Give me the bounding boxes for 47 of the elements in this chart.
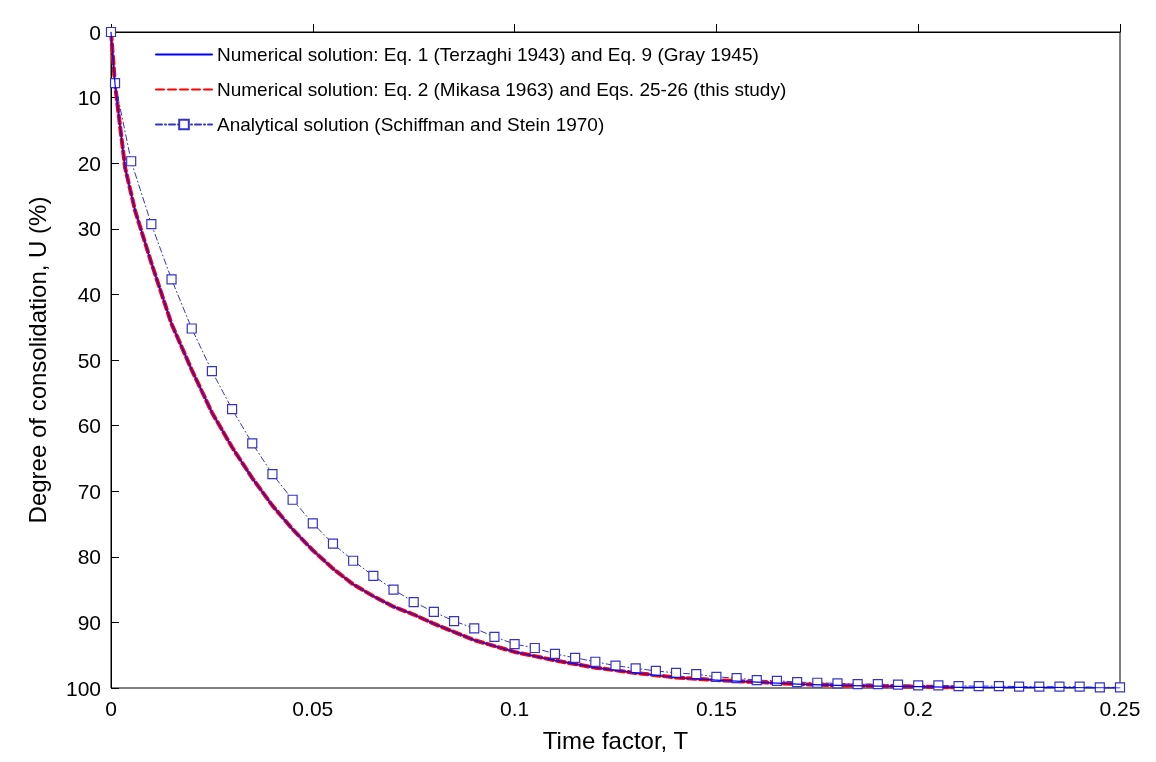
point bbox=[428, 606, 439, 617]
y-tick-label: 70 bbox=[77, 479, 101, 503]
point bbox=[126, 156, 137, 167]
point bbox=[307, 518, 318, 529]
point bbox=[610, 660, 621, 671]
point bbox=[590, 656, 601, 667]
point bbox=[469, 623, 480, 634]
point bbox=[408, 596, 419, 608]
point bbox=[226, 404, 238, 415]
point bbox=[287, 494, 298, 505]
point bbox=[327, 538, 339, 549]
y-tick-label: 20 bbox=[77, 151, 101, 175]
point bbox=[146, 219, 157, 230]
y-axis-title: Degree of consolidation, U (%) bbox=[23, 196, 51, 524]
x-axis-title: Time factor, T bbox=[542, 726, 689, 754]
legend-label: Numerical solution: Eq. 1 (Terzaghi 1943) and Eq. 9 (Gray 1945) bbox=[217, 44, 759, 65]
point bbox=[267, 469, 278, 480]
point bbox=[348, 555, 359, 566]
y-tick-label: 80 bbox=[77, 545, 101, 569]
legend-label: Analytical solution (Schiffman and Stein 1970) bbox=[217, 114, 605, 135]
y-tick-label: 100 bbox=[65, 676, 101, 700]
point bbox=[166, 274, 177, 285]
y-tick-label: 40 bbox=[77, 282, 101, 306]
y-tick-label: 60 bbox=[77, 414, 101, 438]
x-tick-label: 0.15 bbox=[695, 697, 737, 720]
y-tick-label: 0 bbox=[89, 20, 101, 44]
x-tick-label: 0 bbox=[105, 697, 117, 720]
point bbox=[549, 648, 561, 659]
x-tick-label: 0.2 bbox=[903, 697, 933, 720]
y-tick-label: 90 bbox=[77, 610, 101, 634]
y-tick-label: 10 bbox=[77, 86, 101, 110]
y-tick-label: 30 bbox=[77, 217, 101, 241]
x-tick-label: 0.25 bbox=[1099, 697, 1141, 720]
legend-label: Numerical solution: Eq. 2 (Mikasa 1963) and Eqs. 25-26 (this study) bbox=[217, 79, 787, 100]
point bbox=[509, 638, 520, 650]
x-tick-label: 0.05 bbox=[292, 697, 334, 720]
point bbox=[206, 366, 217, 377]
point bbox=[448, 615, 460, 627]
point bbox=[630, 663, 641, 674]
point bbox=[489, 631, 500, 642]
point bbox=[247, 438, 258, 449]
point bbox=[186, 323, 197, 334]
y-tick-label: 50 bbox=[77, 348, 101, 372]
point bbox=[570, 652, 581, 663]
point bbox=[388, 584, 399, 595]
point bbox=[368, 570, 379, 581]
x-tick-label: 0.1 bbox=[500, 697, 530, 720]
